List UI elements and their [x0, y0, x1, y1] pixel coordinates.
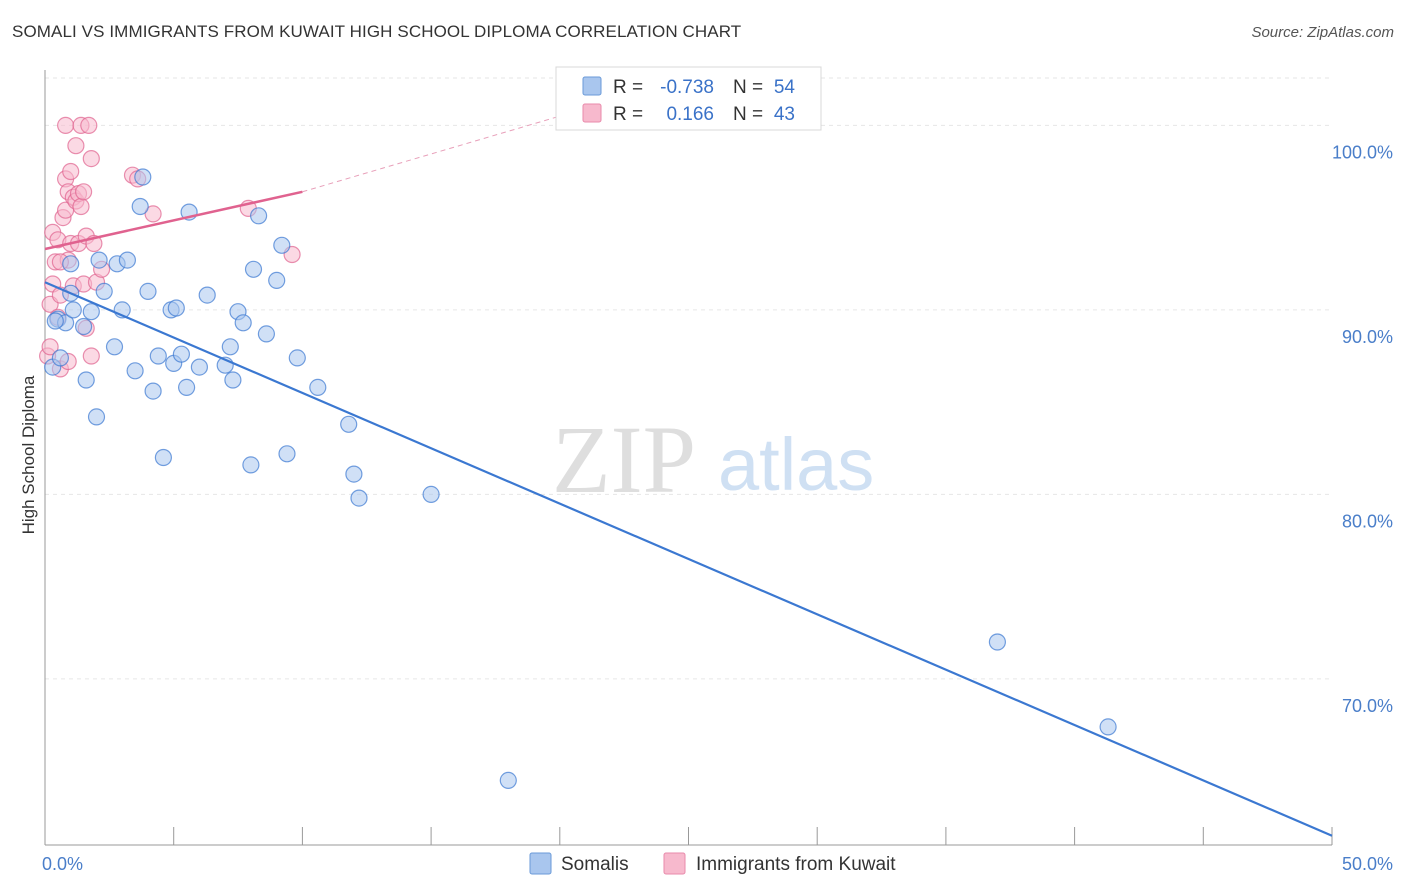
- somalis-n-value: 54: [774, 77, 796, 98]
- legend-somalis-label: Somalis: [561, 854, 629, 875]
- point-somalis: [95, 282, 113, 300]
- point-somalis: [350, 489, 368, 507]
- x-tick-label-min: 0.0%: [42, 854, 83, 874]
- point-somalis: [250, 207, 268, 225]
- point-somalis: [234, 314, 252, 332]
- point-somalis: [988, 633, 1007, 651]
- point-somalis: [268, 271, 286, 289]
- point-somalis: [82, 303, 100, 321]
- kuwait-n-value: 43: [774, 104, 795, 125]
- somalis-r-label: R =: [613, 77, 643, 98]
- watermark-atlas: atlas: [718, 423, 874, 506]
- point-somalis: [77, 371, 95, 389]
- point-somalis: [190, 358, 208, 376]
- point-somalis: [126, 362, 144, 380]
- x-tick-label-max: 50.0%: [1342, 854, 1393, 874]
- point-somalis: [74, 317, 93, 336]
- point-somalis: [257, 325, 275, 343]
- point-somalis: [345, 465, 363, 483]
- point-somalis: [87, 408, 106, 426]
- point-somalis: [198, 286, 216, 304]
- trend-lines: [44, 115, 1333, 837]
- point-kuwait: [144, 205, 162, 223]
- point-somalis: [144, 382, 162, 400]
- kuwait-swatch: [582, 103, 602, 123]
- legend-kuwait-swatch: [663, 852, 686, 875]
- point-somalis: [139, 282, 157, 300]
- point-somalis: [51, 349, 70, 367]
- point-somalis: [118, 251, 137, 269]
- point-somalis: [172, 345, 190, 363]
- point-somalis: [1099, 718, 1117, 736]
- point-somalis: [149, 347, 167, 365]
- point-somalis: [62, 255, 80, 273]
- point-somalis: [422, 485, 440, 503]
- somalis-swatch: [582, 76, 602, 96]
- y-tick-label: 90.0%: [1342, 327, 1393, 347]
- point-kuwait: [41, 338, 59, 356]
- point-kuwait: [82, 150, 100, 168]
- point-somalis: [105, 338, 124, 356]
- point-somalis: [224, 371, 242, 389]
- y-tick-label: 100.0%: [1332, 142, 1393, 162]
- point-kuwait: [74, 183, 93, 201]
- trend-kuwait: [44, 190, 303, 251]
- point-somalis: [131, 197, 149, 216]
- point-kuwait: [72, 197, 90, 216]
- point-somalis: [309, 378, 327, 396]
- somalis-n-label: N =: [733, 77, 763, 98]
- point-kuwait: [62, 162, 80, 181]
- series-legend: Somalis Immigrants from Kuwait: [529, 852, 896, 875]
- axes: [44, 70, 1333, 846]
- point-kuwait: [80, 116, 98, 135]
- point-somalis: [340, 415, 358, 433]
- y-tick-label: 70.0%: [1342, 696, 1393, 716]
- kuwait-r-value: 0.166: [666, 104, 714, 125]
- point-somalis: [90, 251, 108, 269]
- watermark-zip: ZIP: [552, 406, 696, 513]
- legend-kuwait-label: Immigrants from Kuwait: [696, 854, 896, 875]
- kuwait-n-label: N =: [733, 104, 763, 125]
- somalis-r-value: -0.738: [660, 77, 714, 98]
- kuwait-r-label: R =: [613, 104, 643, 125]
- point-somalis: [167, 299, 185, 317]
- point-somalis: [242, 456, 260, 474]
- legend-somalis-swatch: [529, 852, 552, 875]
- point-somalis: [499, 771, 517, 790]
- point-somalis: [244, 260, 263, 278]
- point-somalis: [278, 445, 296, 463]
- point-somalis: [64, 301, 82, 319]
- point-somalis: [288, 349, 306, 367]
- point-kuwait: [56, 116, 75, 135]
- stats-legend: R = -0.738 N = 54 R = 0.166 N = 43: [555, 66, 822, 131]
- point-somalis: [221, 338, 239, 356]
- y-axis-title: High School Diploma: [19, 375, 38, 534]
- point-somalis: [154, 448, 172, 467]
- point-somalis: [46, 312, 64, 330]
- tick-labels: 70.0% 80.0% 90.0% 100.0% 0.0% 50.0%: [42, 142, 1393, 874]
- y-tick-label: 80.0%: [1342, 511, 1393, 531]
- point-kuwait: [67, 137, 85, 155]
- source-credit: Source: ZipAtlas.com: [1251, 24, 1394, 41]
- point-somalis: [134, 168, 152, 186]
- point-kuwait: [82, 347, 100, 365]
- chart-title: SOMALI VS IMMIGRANTS FROM KUWAIT HIGH SC…: [12, 22, 742, 41]
- point-somalis: [273, 236, 291, 254]
- point-somalis: [178, 378, 196, 396]
- trend-kuwait-extension: [302, 115, 560, 193]
- trend-somalis: [44, 281, 1333, 837]
